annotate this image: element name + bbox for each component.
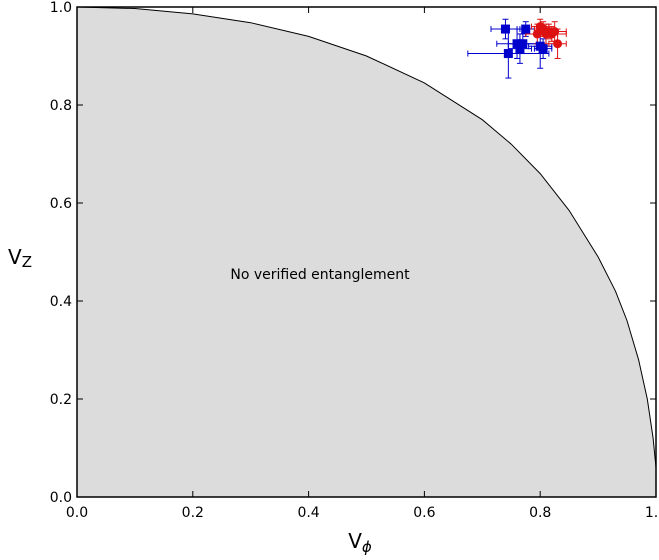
x-tick-label: 0.2 [182, 505, 204, 521]
x-tick-label: 0.0 [66, 505, 88, 521]
y-tick-label: 0.8 [50, 98, 72, 114]
y-tick-label: 0.2 [50, 392, 72, 408]
blue-data-point [503, 49, 513, 59]
red-data-point [550, 27, 560, 36]
blue-data-point [500, 24, 510, 34]
x-axis-ticks: 0.0 0.2 0.4 0.6 0.8 1.0 [66, 7, 659, 521]
y-tick-label: 0.6 [50, 196, 72, 212]
y-tick-label: 0.4 [50, 294, 72, 310]
y-tick-label: 0.0 [50, 490, 72, 506]
x-tick-label: 0.4 [297, 505, 319, 521]
no-entanglement-region [77, 7, 656, 497]
annotation-text: No verified entanglement [230, 267, 410, 283]
data-markers [500, 22, 563, 59]
y-axis-label: VZ [8, 245, 32, 271]
x-tick-label: 1.0 [645, 505, 659, 521]
blue-data-point [515, 44, 525, 54]
blue-data-point [521, 24, 531, 34]
region-boundary-curve [76, 6, 657, 468]
red-data-point [553, 39, 563, 49]
blue-data-point [518, 39, 528, 49]
blue-data-point [512, 39, 522, 49]
plot-area [76, 6, 657, 498]
y-axis-ticks: 0.0 0.2 0.4 0.6 0.8 1.0 [50, 0, 656, 506]
x-tick-label: 0.6 [413, 505, 435, 521]
blue-data-point [538, 44, 548, 54]
x-axis-label: Vϕ [348, 529, 372, 556]
x-tick-label: 0.8 [529, 505, 551, 521]
plot-frame [76, 6, 657, 498]
y-tick-label: 1.0 [50, 0, 72, 16]
